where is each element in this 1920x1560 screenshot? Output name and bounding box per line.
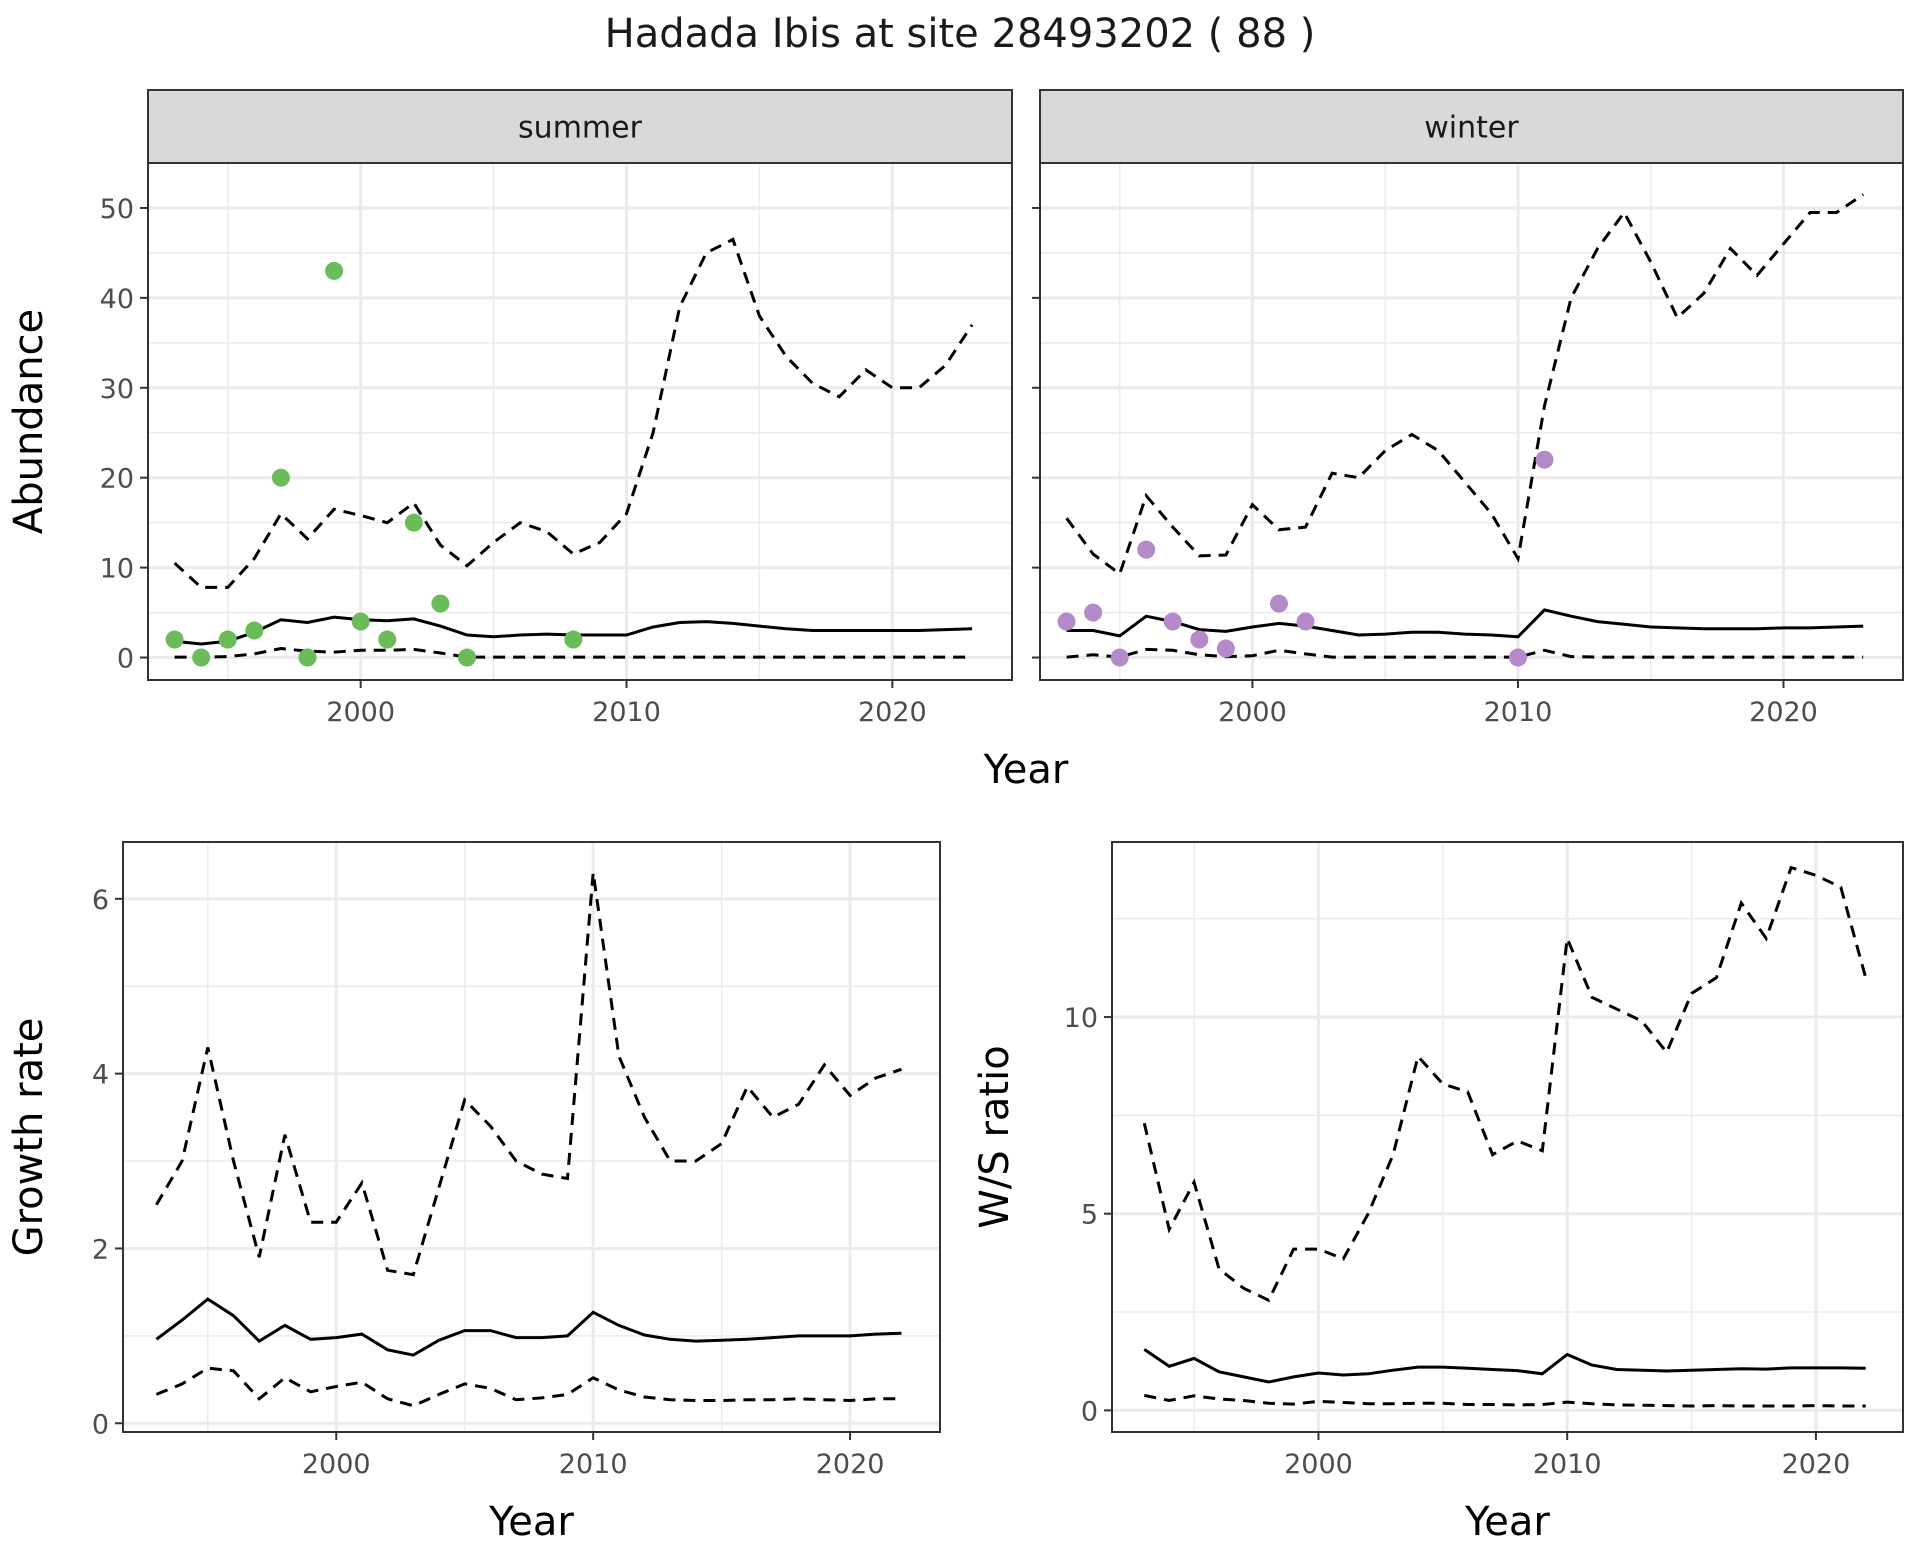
figure-title: Hadada Ibis at site 28493202 ( 88 ) — [605, 11, 1316, 57]
y-tick-label: 2 — [92, 1234, 109, 1265]
y-tick-label: 6 — [92, 885, 109, 916]
facet-label: winter — [1424, 111, 1519, 146]
data-point — [404, 513, 423, 532]
facet-label: summer — [518, 111, 643, 146]
data-point — [1216, 639, 1235, 658]
series-line-lower — [1066, 647, 1864, 659]
data-point — [298, 648, 317, 667]
y-tick-label: 30 — [100, 374, 134, 405]
y-axis-label: W/S ratio — [972, 1045, 1018, 1228]
y-tick-label: 20 — [100, 464, 134, 495]
data-point — [271, 468, 290, 487]
y-tick-label: 0 — [1081, 1396, 1098, 1427]
x-tick-label: 2000 — [1284, 1449, 1353, 1480]
data-point — [1296, 612, 1315, 631]
data-point — [351, 612, 370, 631]
x-tick-label: 2010 — [592, 697, 661, 728]
data-point — [1110, 648, 1129, 667]
y-tick-label: 10 — [1064, 1003, 1098, 1034]
data-point — [1269, 594, 1288, 613]
panel-frame — [147, 162, 1013, 681]
data-point — [1163, 612, 1182, 631]
panel-2: 2000 2010 2020 0 2 4 6 Growth rate — [6, 841, 941, 1480]
series-line-mean — [1143, 1348, 1866, 1384]
facet-strip — [147, 89, 1013, 164]
series-line-lower — [1143, 1393, 1866, 1408]
panel-3: 2000 2010 2020 0 5 10 W/S ratio — [972, 841, 1904, 1480]
x-tick-label: 2020 — [1749, 697, 1818, 728]
panel-frame — [1039, 162, 1904, 681]
data-point — [1190, 630, 1209, 649]
series-line-upper — [1142, 865, 1868, 1303]
data-point — [325, 261, 344, 280]
series-line-upper — [1065, 193, 1865, 577]
x-tick-label: 2020 — [816, 1449, 885, 1480]
y-tick-label: 0 — [92, 1409, 109, 1440]
data-point — [165, 630, 184, 649]
data-point — [192, 648, 211, 667]
panel-frame — [1111, 841, 1904, 1433]
data-point — [431, 594, 450, 613]
x-tick-label: 2020 — [1782, 1449, 1851, 1480]
data-point — [458, 648, 477, 667]
x-axis-label-growth: Year — [488, 1499, 574, 1545]
x-tick-label: 2000 — [326, 697, 395, 728]
x-tick-label: 2020 — [858, 697, 927, 728]
y-tick-label: 5 — [1081, 1200, 1098, 1231]
data-point — [218, 630, 237, 649]
series-line-mean — [155, 1297, 902, 1357]
data-point — [245, 621, 264, 640]
panel-1: winter 2000 2010 2020 — [1032, 89, 1904, 728]
panel-frame — [122, 841, 941, 1433]
data-point — [1084, 603, 1103, 622]
data-point — [1508, 648, 1527, 667]
data-point — [378, 630, 397, 649]
y-tick-label: 4 — [92, 1060, 109, 1091]
y-axis-label: Abundance — [6, 309, 52, 534]
x-axis-label-ratio: Year — [1464, 1499, 1550, 1545]
x-tick-label: 2000 — [1218, 697, 1287, 728]
series-line-lower — [174, 646, 973, 659]
series-line-mean — [1066, 608, 1864, 639]
x-tick-label: 2010 — [559, 1449, 628, 1480]
data-point — [564, 630, 583, 649]
x-tick-label: 2010 — [1484, 697, 1553, 728]
x-tick-label: 2010 — [1533, 1449, 1602, 1480]
facet-strip — [1039, 89, 1904, 164]
series-line-upper — [173, 237, 974, 589]
data-point — [1535, 450, 1554, 469]
y-axis-label: Growth rate — [6, 1018, 52, 1257]
x-tick-label: 2000 — [302, 1449, 371, 1480]
series-line-upper — [155, 872, 902, 1277]
data-point — [1137, 540, 1156, 559]
series-line-lower — [155, 1366, 902, 1408]
panel-0: summer 2000 2010 2020 0 10 20 30 40 50 Abundance — [6, 89, 1013, 728]
y-tick-label: 50 — [100, 194, 134, 225]
y-tick-label: 40 — [100, 284, 134, 315]
y-tick-label: 0 — [117, 644, 134, 675]
x-axis-label-top: Year — [983, 747, 1069, 793]
data-point — [1057, 612, 1076, 631]
y-tick-label: 10 — [100, 554, 134, 585]
